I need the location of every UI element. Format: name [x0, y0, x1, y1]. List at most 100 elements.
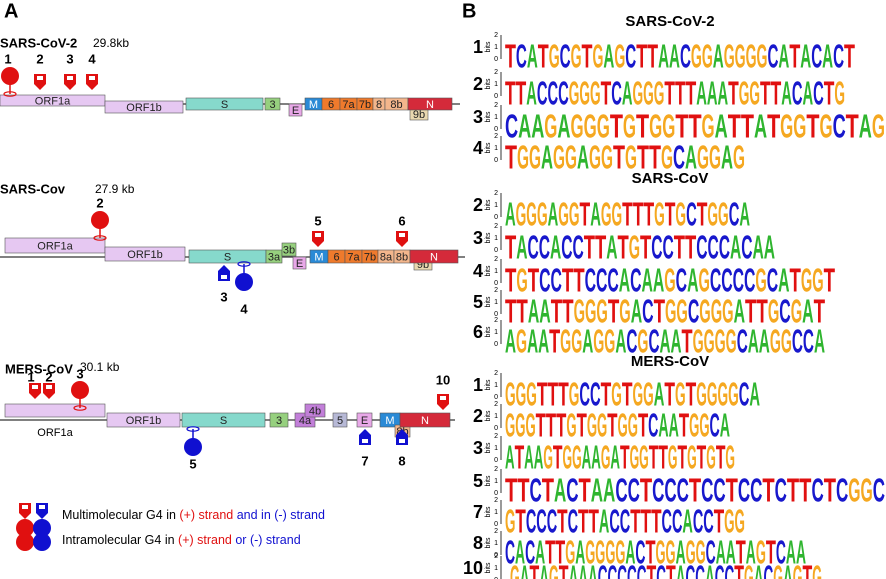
- gene-label: 3: [269, 99, 275, 111]
- logo-letter: G: [569, 195, 580, 233]
- logo-letter: T: [674, 228, 685, 266]
- logo-label: 5: [473, 471, 483, 491]
- gene-label: 6: [328, 99, 334, 111]
- logo-letter: G: [601, 195, 612, 233]
- logo-letter: G: [691, 37, 702, 75]
- g4-marker-notch: [39, 505, 45, 509]
- logo-letter: C: [635, 533, 645, 571]
- axis-tick-label: 2: [494, 466, 498, 473]
- gene-label: 3b: [283, 244, 295, 256]
- legend-text: or: [232, 533, 250, 547]
- logo-letter: A: [671, 322, 682, 360]
- panel-label: B: [462, 0, 476, 22]
- gene: [288, 103, 303, 117]
- logo-letter: G: [848, 471, 860, 509]
- logo-letter: T: [756, 292, 767, 330]
- logo-letter: T: [664, 375, 675, 413]
- gene: [332, 412, 348, 428]
- axis-tick-label: 2: [494, 287, 498, 294]
- logo-letter: A: [591, 471, 603, 509]
- logo-letter: T: [584, 228, 595, 266]
- logo-letter: C: [566, 471, 578, 509]
- logo-letter: G: [566, 406, 576, 444]
- logo-letter: G: [558, 195, 569, 233]
- logo-letter: T: [787, 471, 799, 509]
- axis-tick-label: 2: [494, 370, 498, 377]
- axis-tick-label: 1: [494, 413, 498, 420]
- logo-letter: A: [720, 406, 730, 444]
- logo-letter: T: [505, 228, 516, 266]
- gene: [399, 412, 451, 428]
- gene: [265, 249, 283, 264]
- logo-letter: C: [568, 502, 578, 540]
- logo-letter: T: [686, 74, 697, 112]
- logo-letter: T: [766, 533, 776, 571]
- logo-letter: A: [778, 261, 789, 299]
- logo-letter: C: [710, 406, 720, 444]
- logo-letter: A: [749, 375, 760, 413]
- logo-letter: A: [669, 37, 680, 75]
- gene-label: M: [314, 251, 323, 263]
- logo-letter: T: [846, 107, 859, 145]
- gene-label: ORF1a: [37, 427, 73, 439]
- logo-letter: T: [528, 261, 539, 299]
- marker-label: 3: [220, 289, 227, 304]
- logo-letter: A: [822, 37, 833, 75]
- g4-marker-notch: [221, 275, 227, 279]
- logo-letter: G: [696, 533, 706, 571]
- gene: [356, 412, 373, 428]
- logo-letter: G: [735, 37, 746, 75]
- logo-letter: G: [728, 375, 739, 413]
- logo-letter: A: [625, 533, 635, 571]
- gene-label: N: [426, 99, 434, 111]
- legend-text: and in (-) strand: [233, 508, 325, 522]
- g4-marker-base: [93, 235, 107, 241]
- logo-letter: G: [749, 74, 760, 112]
- g4-marker-notch: [32, 385, 38, 389]
- logo-letter: C: [560, 37, 571, 75]
- logo-letter: C: [811, 471, 823, 509]
- logo-letter: G: [526, 195, 537, 233]
- logo-letter: A: [716, 533, 726, 571]
- logo-letter: G: [654, 74, 665, 112]
- g4-marker: [91, 211, 109, 229]
- logo-letter: T: [536, 406, 546, 444]
- g4-marker-base: [186, 426, 200, 432]
- logo-letter: A: [676, 533, 686, 571]
- axis-title: bits: [485, 265, 492, 276]
- logo-letter: T: [549, 322, 560, 360]
- logo-letter: G: [505, 406, 515, 444]
- axis-tick-label: 0: [494, 394, 498, 401]
- logo-letter: G: [698, 261, 709, 299]
- logo-letter: G: [718, 195, 729, 233]
- g4-marker: [71, 381, 89, 399]
- logo-letter: G: [693, 322, 704, 360]
- axis-tick-label: 1: [494, 509, 498, 516]
- logo-letter: T: [814, 292, 825, 330]
- logo-letter: T: [697, 438, 707, 476]
- logo-letter: T: [622, 375, 633, 413]
- logo-letter: G: [618, 406, 628, 444]
- logo-letter: A: [814, 322, 825, 360]
- logo-letter: G: [860, 471, 872, 509]
- logo-letter: T: [647, 37, 658, 75]
- logo-letter: T: [649, 438, 659, 476]
- logo-letter: C: [516, 37, 527, 75]
- axis-tick-label: 2: [494, 32, 498, 39]
- logo-letter: A: [535, 533, 545, 571]
- logo-letter: G: [702, 107, 715, 145]
- logo-letter: G: [597, 406, 607, 444]
- logo-letter: T: [649, 138, 661, 176]
- logo-letter: A: [754, 558, 764, 579]
- logo-letter: T: [505, 37, 516, 75]
- logo-letter: A: [606, 228, 617, 266]
- logo-letter: G: [587, 406, 597, 444]
- logo-letter: G: [675, 195, 686, 233]
- gene-label: ORF1b: [126, 415, 161, 427]
- logo-letter: G: [572, 438, 582, 476]
- logo-letter: G: [746, 37, 757, 75]
- logo-letter: C: [737, 322, 748, 360]
- logo-letter: T: [579, 471, 591, 509]
- logo-letter: G: [579, 74, 590, 112]
- logo-letter: C: [625, 37, 636, 75]
